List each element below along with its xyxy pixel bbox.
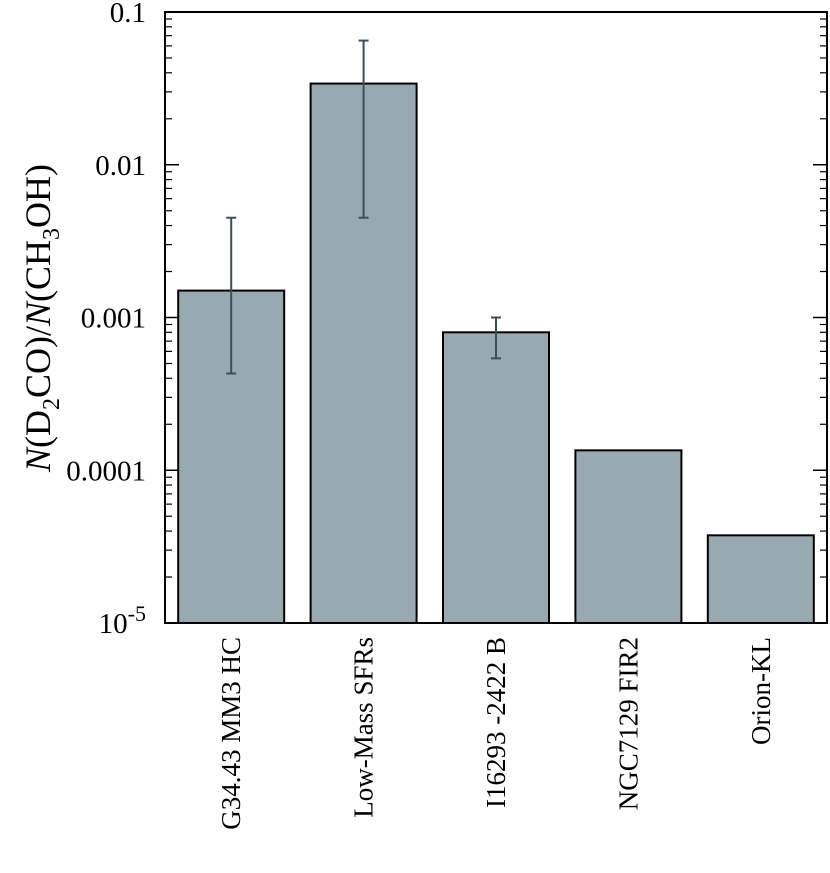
y-tick-label: 0.01	[95, 150, 146, 182]
y-tick-label-base: 10	[99, 608, 128, 640]
x-category-label: Low-Mass SFRs	[349, 637, 379, 818]
x-category-label: Orion-KL	[746, 637, 776, 745]
y-tick-label: 10-5	[99, 601, 146, 640]
y-tick-label: 0.1	[110, 0, 146, 29]
bar	[706, 534, 815, 624]
y-tick-label: 0.0001	[66, 455, 146, 487]
error-bars	[226, 39, 501, 375]
x-category-labels: G34.43 MM3 HC Low-Mass SFRs I16293 -2422 B…	[216, 637, 776, 830]
x-category-label: I16293 -2422 B	[481, 637, 511, 808]
axis-ticks	[165, 11, 827, 624]
x-category-label: NGC7129 FIR2	[613, 637, 643, 810]
y-tick-label: 0.001	[81, 303, 146, 335]
y-axis-label: N(D2CO)/N(CH3OH)	[18, 164, 65, 473]
y-tick-label-exponent: -5	[128, 601, 146, 626]
x-category-label: G34.43 MM3 HC	[216, 637, 246, 830]
bars	[177, 82, 815, 625]
y-tick-labels: 0.1 0.01 0.001 0.0001 10-5	[66, 0, 146, 640]
plot-frame	[164, 11, 828, 624]
bar	[574, 449, 683, 624]
bar	[442, 331, 550, 624]
